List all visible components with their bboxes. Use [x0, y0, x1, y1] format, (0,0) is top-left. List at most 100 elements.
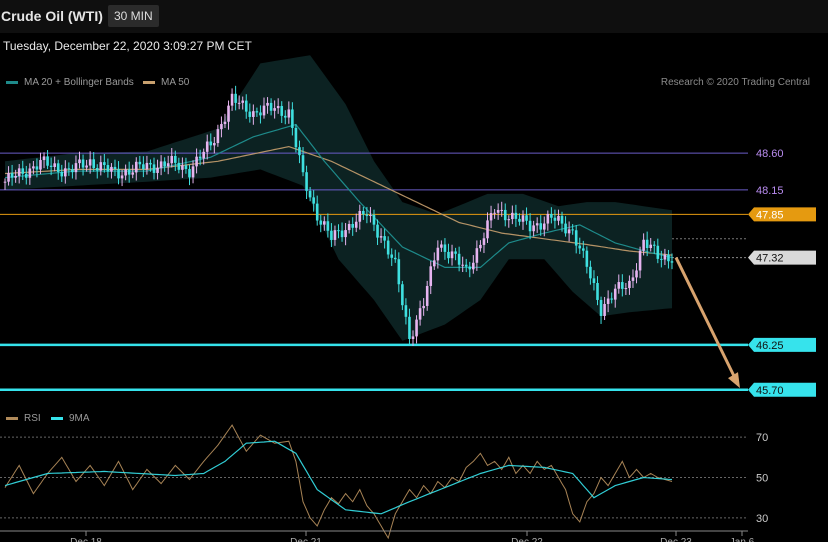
candle-body	[99, 162, 103, 171]
candle-body	[113, 166, 117, 170]
candle	[511, 205, 514, 225]
candle	[379, 228, 383, 243]
candle	[393, 249, 397, 263]
candle	[184, 157, 188, 174]
candle-body	[472, 262, 475, 270]
candle	[358, 204, 362, 230]
candle-body	[326, 221, 330, 231]
candle	[450, 244, 454, 266]
candle-body	[457, 253, 461, 265]
candle-body	[422, 305, 425, 309]
candle	[301, 147, 305, 177]
candle-body	[142, 164, 145, 170]
candle	[230, 88, 234, 111]
candle	[603, 297, 606, 321]
candle	[397, 252, 401, 293]
candle	[159, 155, 163, 176]
candle-body	[358, 210, 362, 222]
candle-body	[532, 225, 535, 232]
rsi-tick-label: 50	[756, 473, 768, 485]
candle-body	[486, 220, 489, 239]
candle-body	[74, 163, 78, 173]
candle	[347, 220, 351, 234]
candle-body	[667, 254, 670, 262]
candle	[596, 276, 599, 306]
candle-body	[553, 217, 557, 221]
candle-body	[461, 264, 464, 266]
candle	[103, 153, 106, 173]
candle-body	[145, 162, 149, 170]
level-tag-support	[748, 382, 816, 397]
candle	[578, 237, 582, 255]
candle	[213, 136, 216, 154]
candle-body	[53, 163, 56, 167]
legend-rsi: RSI	[6, 413, 41, 424]
candle	[454, 247, 457, 261]
candle	[163, 157, 166, 172]
candle-body	[81, 159, 85, 168]
candle-body	[252, 111, 255, 117]
candle	[46, 150, 49, 170]
candle-body	[401, 284, 404, 306]
candle-body	[489, 213, 493, 221]
candle-body	[156, 167, 159, 173]
candle	[195, 148, 198, 174]
candle-body	[95, 168, 99, 171]
candle-body	[450, 251, 454, 259]
candle-body	[571, 229, 574, 231]
candle	[173, 150, 177, 172]
candle-body	[330, 230, 333, 240]
candle	[181, 157, 184, 178]
candle-body	[578, 245, 582, 249]
candle	[323, 216, 326, 231]
timeframe-button[interactable]: 30 MIN	[108, 5, 159, 27]
candle-body	[652, 244, 656, 246]
candle	[142, 156, 145, 178]
candle	[95, 164, 99, 179]
candle-body	[17, 168, 21, 176]
candle-body	[106, 165, 110, 172]
candle	[660, 250, 663, 268]
candle-body	[404, 305, 408, 317]
candle	[422, 298, 425, 316]
candle	[514, 204, 518, 227]
candle	[273, 100, 276, 119]
candle	[255, 107, 259, 117]
candle-body	[291, 109, 294, 128]
candle-body	[188, 169, 191, 178]
candle	[92, 152, 95, 172]
candle-body	[71, 169, 74, 173]
candle-body	[340, 230, 344, 238]
rsi-ma-line	[4, 440, 673, 515]
candle	[149, 159, 152, 172]
candle	[120, 169, 124, 187]
candle-body	[645, 239, 649, 249]
candle-body	[195, 156, 198, 167]
candle-body	[24, 173, 28, 178]
candle-body	[606, 298, 610, 304]
bollinger-band	[5, 55, 672, 341]
candle-body	[237, 102, 241, 104]
legend-ma50: MA 50	[143, 77, 189, 88]
candle-body	[78, 159, 81, 164]
candle	[330, 223, 333, 248]
candle	[518, 213, 521, 226]
candle-body	[365, 214, 369, 216]
candle	[56, 159, 60, 180]
candle	[88, 151, 92, 174]
candle	[383, 228, 386, 249]
candle-body	[202, 151, 205, 159]
candle	[85, 159, 88, 172]
header-bar: Crude Oil (WTI) 30 MIN	[0, 0, 828, 33]
candle-body	[617, 282, 621, 289]
candle	[553, 209, 557, 229]
candle-body	[21, 168, 25, 174]
candle-body	[425, 285, 429, 306]
candle	[209, 133, 213, 151]
candle-body	[280, 106, 284, 116]
candle	[191, 160, 195, 184]
candle-body	[564, 223, 567, 234]
candle-body	[432, 260, 436, 267]
candle	[60, 164, 64, 182]
